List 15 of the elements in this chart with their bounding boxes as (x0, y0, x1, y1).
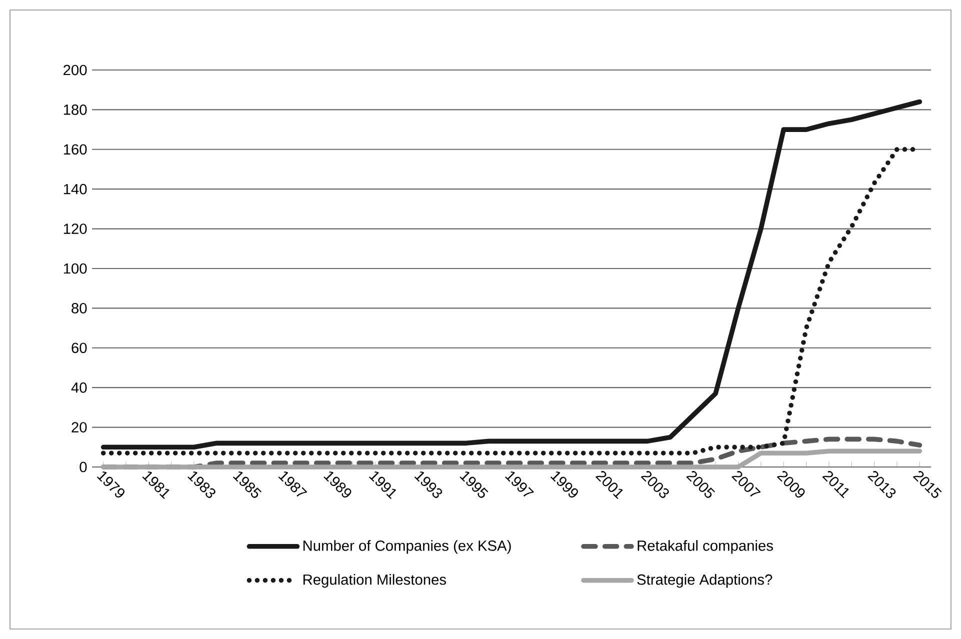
y-tick-label: 20 (72, 422, 87, 432)
y-tick-label: 200 (64, 64, 87, 76)
legend-label: Number of Companies (ex KSA) (303, 540, 511, 554)
y-tick-label: 40 (71, 382, 87, 393)
y-tick-label: 180 (64, 104, 87, 115)
y-tick-label: 60 (72, 342, 87, 354)
y-tick-label: 140 (64, 184, 87, 194)
y-tick-label: 100 (64, 263, 87, 274)
legend-label: Retakaful companies (638, 540, 773, 554)
legend-label: Regulation Milestones (303, 574, 446, 588)
y-tick-label: 120 (64, 224, 87, 234)
y-tick-label: 160 (64, 144, 87, 155)
legend-label: Strategie Adaptions? (637, 574, 772, 588)
y-tick-label: 80 (72, 303, 87, 314)
y-tick-label: 0 (80, 462, 87, 472)
